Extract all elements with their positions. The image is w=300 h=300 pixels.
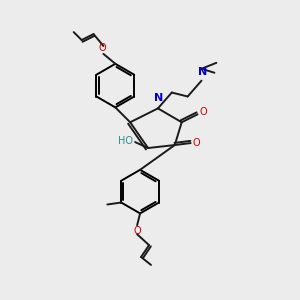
Text: O: O — [133, 226, 141, 236]
Text: O: O — [99, 43, 106, 53]
Text: O: O — [200, 107, 207, 117]
Text: O: O — [193, 138, 200, 148]
Text: HO: HO — [118, 136, 133, 146]
Text: N: N — [154, 93, 164, 103]
Text: N: N — [198, 67, 207, 77]
